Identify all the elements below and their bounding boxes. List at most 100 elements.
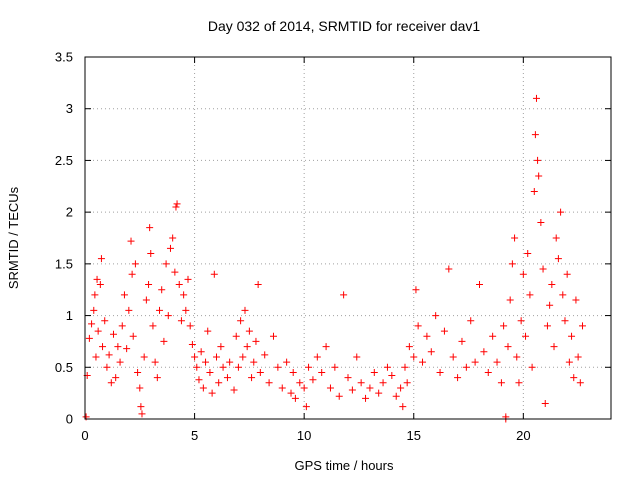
data-point: [195, 376, 203, 384]
plot-frame: [84, 56, 612, 420]
data-point: [162, 260, 170, 268]
data-point: [210, 270, 218, 278]
data-point: [129, 332, 137, 340]
data-point: [269, 332, 277, 340]
data-point: [432, 312, 440, 320]
data-point: [322, 343, 330, 351]
data-point: [147, 250, 155, 258]
data-point: [326, 384, 334, 392]
data-point: [151, 358, 159, 366]
data-point: [383, 363, 391, 371]
data-point: [248, 374, 256, 382]
data-point: [173, 200, 181, 208]
grid-lines: [85, 57, 611, 419]
y-tick-label: 1.5: [55, 256, 73, 271]
data-point: [543, 322, 551, 330]
data-point: [565, 358, 573, 366]
data-point: [287, 389, 295, 397]
data-point: [392, 392, 400, 400]
data-point: [171, 268, 179, 276]
data-point: [559, 291, 567, 299]
data-point: [471, 358, 479, 366]
data-point: [454, 374, 462, 382]
x-tick-label: 10: [297, 428, 311, 443]
data-point: [97, 255, 105, 263]
data-point: [500, 322, 508, 330]
data-point: [197, 348, 205, 356]
data-point: [103, 363, 111, 371]
data-point: [250, 358, 258, 366]
y-tick-label: 3.5: [55, 50, 73, 65]
y-tick-label: 3: [66, 101, 73, 116]
data-point: [554, 255, 562, 263]
data-point: [289, 368, 297, 376]
data-point: [120, 291, 128, 299]
data-point: [568, 332, 576, 340]
data-point: [576, 379, 584, 387]
y-axis-label: SRMTID / TECUs: [6, 186, 21, 289]
data-point: [401, 363, 409, 371]
data-point: [419, 358, 427, 366]
data-point: [243, 343, 251, 351]
data-point: [160, 337, 168, 345]
data-point: [532, 94, 540, 102]
data-point: [313, 353, 321, 361]
data-point: [166, 244, 174, 252]
data-point: [188, 341, 196, 349]
data-point: [403, 379, 411, 387]
data-point: [493, 358, 501, 366]
data-point: [546, 301, 554, 309]
data-point: [449, 353, 457, 361]
data-point: [93, 275, 101, 283]
data-point: [552, 234, 560, 242]
data-point: [92, 353, 100, 361]
data-point: [296, 379, 304, 387]
data-point: [362, 394, 370, 402]
data-point: [462, 363, 470, 371]
y-tick-label: 2: [66, 205, 73, 220]
data-point: [548, 281, 556, 289]
data-point: [232, 332, 240, 340]
data-point: [528, 363, 536, 371]
data-point: [539, 265, 547, 273]
data-point: [353, 353, 361, 361]
data-point: [283, 358, 291, 366]
data-point: [522, 332, 530, 340]
data-point: [217, 343, 225, 351]
data-point: [550, 343, 558, 351]
data-point: [199, 384, 207, 392]
data-point: [252, 337, 260, 345]
data-point: [172, 203, 180, 211]
x-tick-label: 20: [516, 428, 530, 443]
data-point: [193, 363, 201, 371]
data-point: [370, 368, 378, 376]
data-point: [379, 379, 387, 387]
data-point: [202, 358, 210, 366]
data-point: [140, 353, 148, 361]
y-tick-label: 0.5: [55, 360, 73, 375]
data-point: [116, 358, 124, 366]
x-tick-label: 15: [407, 428, 421, 443]
data-point: [388, 372, 396, 380]
y-tick-label: 2.5: [55, 153, 73, 168]
data-point: [517, 317, 525, 325]
data-point: [91, 291, 99, 299]
data-point: [156, 306, 164, 314]
data-point: [445, 265, 453, 273]
data-point: [191, 353, 199, 361]
data-point: [265, 379, 273, 387]
data-point: [241, 306, 249, 314]
data-point: [107, 379, 115, 387]
data-point: [535, 172, 543, 180]
data-point: [526, 291, 534, 299]
data-point: [223, 374, 231, 382]
data-points: [82, 94, 587, 423]
data-point: [357, 379, 365, 387]
data-point: [570, 374, 578, 382]
data-point: [309, 376, 317, 384]
data-point: [99, 343, 107, 351]
data-point: [458, 337, 466, 345]
data-point: [506, 296, 514, 304]
data-point: [497, 379, 505, 387]
